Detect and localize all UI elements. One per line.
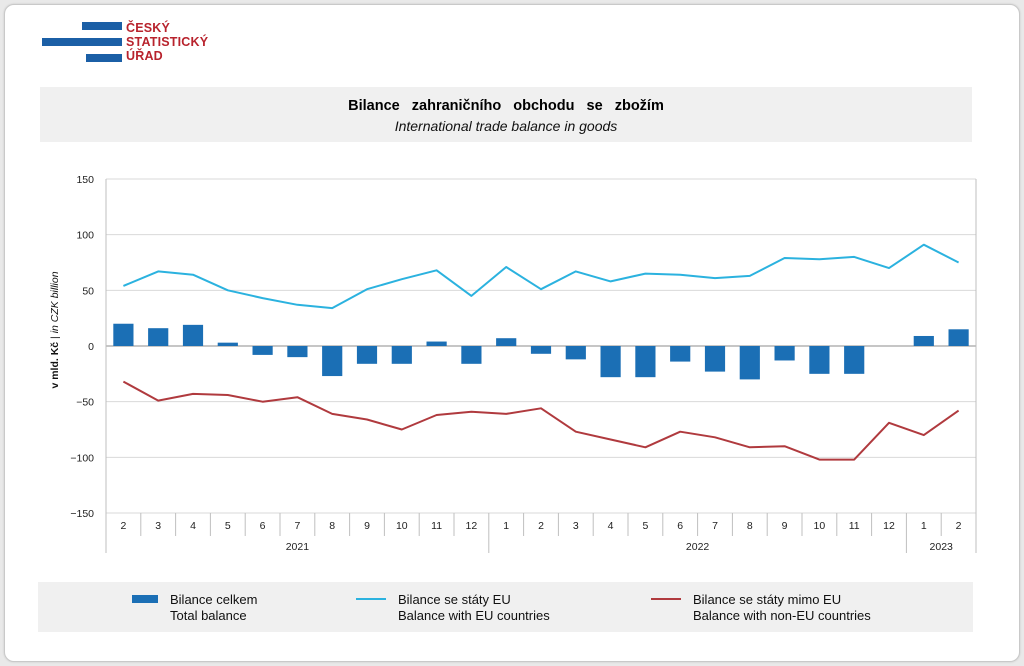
bar-total-balance: [426, 341, 447, 346]
legend-total-en: Total balance: [170, 608, 247, 623]
bar-total-balance: [635, 346, 656, 378]
title-box: Bilance zahraničního obchodu se zbožím I…: [40, 87, 972, 142]
legend-item-total: Bilance celkem Total balance: [132, 592, 258, 624]
x-tick-label: 11: [431, 520, 442, 532]
x-tick-label: 12: [883, 520, 895, 532]
x-tick-label: 10: [814, 520, 826, 532]
bar-total-balance: [148, 328, 169, 346]
y-tick-label: 100: [76, 230, 94, 242]
bar-total-balance: [913, 335, 934, 346]
x-tick-label: 9: [782, 520, 788, 532]
y-tick-label: −100: [70, 452, 94, 464]
bar-total-balance: [461, 346, 482, 364]
x-tick-label: 5: [225, 520, 231, 532]
x-tick-label: 2: [538, 520, 544, 532]
x-tick-label: 9: [364, 520, 370, 532]
bar-total-balance: [356, 346, 378, 364]
legend-item-noneu: Bilance se státy mimo EU Balance with no…: [651, 592, 871, 624]
legend: Bilance celkem Total balance Bilance se …: [38, 582, 973, 632]
x-tick-label: 8: [747, 520, 753, 532]
legend-eu-cz: Bilance se státy EU: [398, 592, 511, 607]
legend-noneu-swatch: [651, 598, 681, 600]
x-year-label: 2022: [686, 541, 710, 553]
x-tick-label: 12: [466, 520, 478, 532]
bar-total-balance: [948, 329, 969, 346]
bar-total-balance: [113, 323, 134, 346]
chart-subtitle: International trade balance in goods: [394, 118, 618, 134]
y-tick-label: 50: [82, 285, 94, 297]
bar-layer: [113, 323, 969, 380]
bar-total-balance: [252, 346, 273, 355]
logo-line-2: STATISTICKÝ: [126, 35, 209, 49]
x-tick-label: 4: [608, 520, 614, 532]
x-tick-label: 4: [190, 520, 196, 532]
bar-total-balance: [530, 346, 552, 354]
x-tick-label: 7: [712, 520, 718, 532]
x-tick-label: 6: [260, 520, 266, 532]
bar-total-balance: [704, 346, 726, 372]
logo-line-1: ČESKÝ: [126, 21, 171, 35]
x-tick-label: 1: [503, 520, 509, 532]
x-tick-label: 3: [573, 520, 579, 532]
y-tick-label: 150: [76, 174, 94, 186]
bar-total-balance: [600, 346, 621, 378]
grid-layer: [105, 178, 977, 553]
legend-eu-en: Balance with EU countries: [398, 608, 550, 623]
legend-noneu-en: Balance with non-EU countries: [693, 608, 871, 623]
bar-total-balance: [287, 346, 308, 358]
x-year-label: 2021: [286, 541, 310, 553]
y-tick-label: 0: [88, 341, 94, 353]
bar-total-balance: [391, 346, 412, 364]
x-tick-label: 3: [155, 520, 161, 532]
x-tick-label: 8: [329, 520, 335, 532]
bar-total-balance: [670, 346, 691, 362]
line-eu-balance: [123, 243, 960, 310]
chart-title: Bilance zahraničního obchodu se zbožím: [348, 98, 664, 114]
x-year-label: 2023: [930, 541, 954, 553]
bar-total-balance: [565, 346, 586, 360]
x-tick-label: 11: [849, 520, 860, 532]
bar-total-balance: [182, 324, 204, 346]
legend-bar-swatch: [132, 595, 158, 603]
bar-total-balance: [496, 338, 517, 346]
x-tick-label: 5: [642, 520, 648, 532]
x-tick-label: 2: [120, 520, 126, 532]
bar-total-balance: [774, 346, 795, 361]
y-axis-label-cz: v mld. Kč: [49, 342, 61, 389]
y-axis-label-sep: |: [49, 333, 61, 342]
bar-total-balance: [322, 346, 343, 377]
x-tick-label: 6: [677, 520, 683, 532]
bar-total-balance: [809, 346, 830, 374]
bar-total-balance: [739, 346, 760, 380]
x-tick-label: 7: [294, 520, 300, 532]
line-layer: [122, 243, 960, 461]
legend-eu-swatch: [356, 598, 386, 600]
x-tick-label: 1: [921, 520, 927, 532]
bar-total-balance: [217, 342, 238, 346]
y-tick-label: −50: [76, 397, 94, 409]
legend-total-cz: Bilance celkem: [170, 592, 258, 607]
x-tick-label: 2: [956, 520, 962, 532]
czso-logo: ČESKÝ STATISTICKÝ ÚŘAD: [42, 22, 222, 66]
y-axis-label-en: in CZK billion: [49, 271, 61, 333]
line-noneu-balance: [122, 380, 960, 461]
legend-item-eu: Bilance se státy EU Balance with EU coun…: [356, 592, 550, 624]
logo-line-3: ÚŘAD: [126, 49, 163, 63]
x-tick-label: 10: [396, 520, 408, 532]
y-tick-label: −150: [70, 508, 94, 520]
y-axis-label: v mld. Kč | in CZK billion: [49, 271, 61, 388]
bar-total-balance: [844, 346, 865, 374]
legend-noneu-cz: Bilance se státy mimo EU: [693, 592, 842, 607]
